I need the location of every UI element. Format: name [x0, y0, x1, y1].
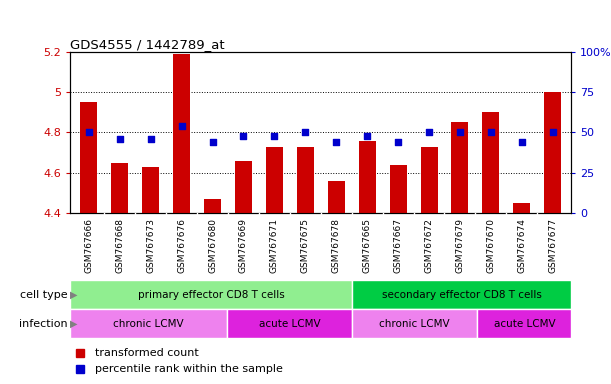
- Text: percentile rank within the sample: percentile rank within the sample: [95, 364, 283, 374]
- Point: [331, 139, 341, 145]
- Bar: [544, 92, 562, 213]
- Point: [269, 132, 279, 139]
- Text: GSM767676: GSM767676: [177, 218, 186, 273]
- Text: ▶: ▶: [70, 290, 77, 300]
- Text: GSM767678: GSM767678: [332, 218, 341, 273]
- Point: [208, 139, 218, 145]
- Bar: [482, 113, 499, 213]
- Text: GDS4555 / 1442789_at: GDS4555 / 1442789_at: [70, 38, 225, 51]
- Text: acute LCMV: acute LCMV: [258, 318, 320, 329]
- Bar: [173, 54, 190, 213]
- Text: chronic LCMV: chronic LCMV: [113, 318, 184, 329]
- Text: GSM767666: GSM767666: [84, 218, 93, 273]
- Bar: [142, 167, 159, 213]
- Text: secondary effector CD8 T cells: secondary effector CD8 T cells: [382, 290, 541, 300]
- Text: GSM767665: GSM767665: [363, 218, 371, 273]
- Point: [393, 139, 403, 145]
- Bar: [297, 147, 314, 213]
- Bar: [111, 163, 128, 213]
- Bar: [477, 309, 571, 338]
- Point: [84, 129, 93, 136]
- Text: GSM767680: GSM767680: [208, 218, 217, 273]
- Text: GSM767668: GSM767668: [115, 218, 124, 273]
- Text: GSM767667: GSM767667: [393, 218, 403, 273]
- Bar: [352, 280, 571, 309]
- Point: [424, 129, 434, 136]
- Bar: [513, 203, 530, 213]
- Point: [455, 129, 465, 136]
- Text: transformed count: transformed count: [95, 348, 199, 358]
- Point: [177, 123, 186, 129]
- Text: GSM767671: GSM767671: [270, 218, 279, 273]
- Text: ▶: ▶: [70, 318, 77, 329]
- Text: GSM767669: GSM767669: [239, 218, 248, 273]
- Point: [486, 129, 496, 136]
- Bar: [327, 181, 345, 213]
- Bar: [352, 309, 477, 338]
- Text: cell type: cell type: [20, 290, 67, 300]
- Point: [238, 132, 248, 139]
- Text: primary effector CD8 T cells: primary effector CD8 T cells: [138, 290, 285, 300]
- Bar: [235, 161, 252, 213]
- Text: GSM767672: GSM767672: [425, 218, 434, 273]
- Point: [517, 139, 527, 145]
- Point: [548, 129, 558, 136]
- Text: GSM767679: GSM767679: [455, 218, 464, 273]
- Bar: [390, 165, 406, 213]
- Text: GSM767674: GSM767674: [518, 218, 526, 273]
- Bar: [452, 122, 469, 213]
- Point: [115, 136, 125, 142]
- Text: acute LCMV: acute LCMV: [494, 318, 555, 329]
- Text: chronic LCMV: chronic LCMV: [379, 318, 450, 329]
- Bar: [227, 309, 352, 338]
- Text: infection: infection: [18, 318, 67, 329]
- Bar: [420, 147, 437, 213]
- Point: [301, 129, 310, 136]
- Bar: [80, 102, 97, 213]
- Bar: [266, 147, 283, 213]
- Point: [362, 132, 372, 139]
- Text: GSM767670: GSM767670: [486, 218, 496, 273]
- Bar: [70, 280, 352, 309]
- Bar: [359, 141, 376, 213]
- Text: GSM767675: GSM767675: [301, 218, 310, 273]
- Text: GSM767673: GSM767673: [146, 218, 155, 273]
- Text: GSM767677: GSM767677: [548, 218, 557, 273]
- Bar: [70, 309, 227, 338]
- Point: [146, 136, 156, 142]
- Bar: [204, 199, 221, 213]
